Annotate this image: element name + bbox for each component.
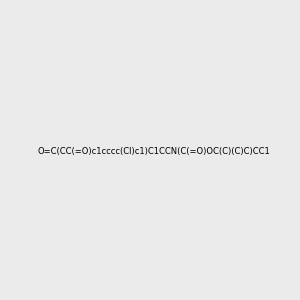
Text: O=C(CC(=O)c1cccc(Cl)c1)C1CCN(C(=O)OC(C)(C)C)CC1: O=C(CC(=O)c1cccc(Cl)c1)C1CCN(C(=O)OC(C)(… (38, 147, 270, 156)
